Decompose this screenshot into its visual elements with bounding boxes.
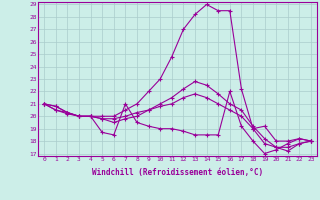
X-axis label: Windchill (Refroidissement éolien,°C): Windchill (Refroidissement éolien,°C): [92, 168, 263, 177]
